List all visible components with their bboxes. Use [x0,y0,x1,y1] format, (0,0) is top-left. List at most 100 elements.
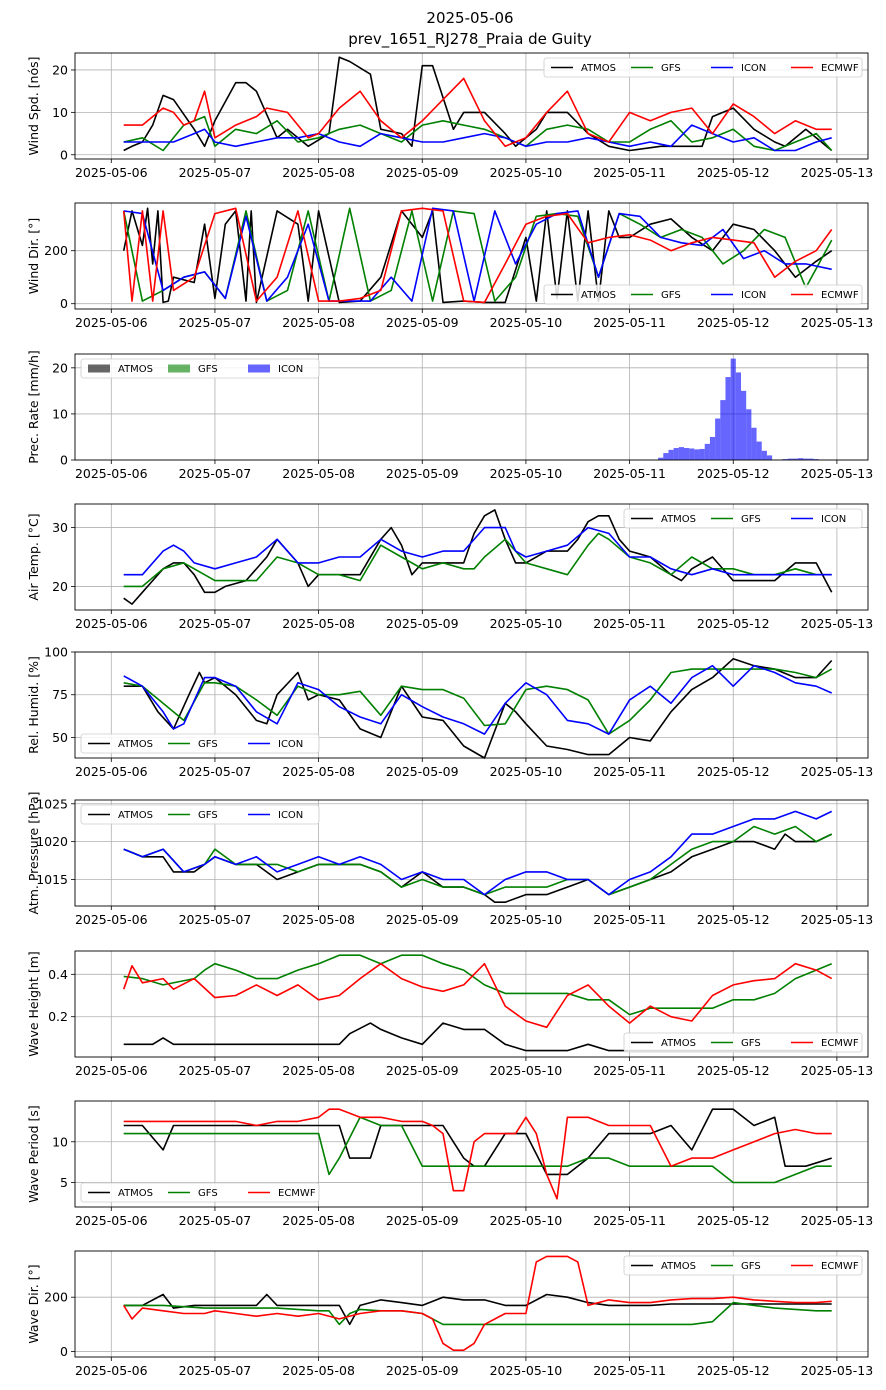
x-tick-label: 2025-05-10 [490,764,563,779]
series-line-gfs [123,532,832,588]
y-tick-label: 10 [52,1134,68,1149]
x-tick-label: 2025-05-07 [179,1363,252,1378]
x-tick-label: 2025-05-09 [386,616,459,631]
precip-bar-icon [715,418,721,460]
x-tick-label: 2025-05-10 [490,466,563,481]
y-tick-label: 100 [44,645,68,660]
precip-bar-icon [787,458,793,460]
x-tick-label: 2025-05-12 [697,466,770,481]
y-tick-label: 1025 [36,796,68,811]
legend: ATMOS GFS ICON ECMWF [543,57,863,78]
precip-bar-icon [668,449,674,460]
x-tick-label: 2025-05-12 [697,315,770,330]
precip-bar-icon [792,458,799,460]
axes-frame [74,1250,869,1358]
subplot-7: 2025-05-06 2025-05-07 2025-05-08 2025-05-09… [26,950,874,1078]
y-tick-label: 10 [52,105,68,120]
x-tick-label: 2025-05-08 [282,616,355,631]
x-tick-label: 2025-05-07 [179,165,252,180]
legend-label-atmos: ATMOS [661,1038,696,1049]
x-tick-label: 2025-05-12 [697,1363,770,1378]
series-line-atmos [122,207,833,304]
y-tick-label: 1020 [36,834,68,849]
series-line-gfs [122,207,833,302]
legend: ATMOS GFS ICON [80,358,320,379]
legend-label-gfs: GFS [741,1261,761,1272]
x-tick-label: 2025-05-08 [282,764,355,779]
legend-label-gfs: GFS [741,1038,761,1049]
precip-bar-icon [808,458,814,460]
y-tick-label: 200 [44,243,68,258]
precip-bar-icon [684,448,690,460]
precip-bar-icon [720,400,726,460]
y-axis-label: Wave Dir. [°] [26,1264,41,1343]
y-axis-label: Air Temp. [°C] [26,513,41,600]
legend-label-ecmwf: ECMWF [278,1188,316,1199]
y-tick-label: 10 [52,406,68,421]
x-tick-label: 2025-05-12 [697,1063,770,1078]
y-tick-label: 5 [60,1175,68,1190]
subplot-9: 2025-05-06 2025-05-07 2025-05-08 2025-05-09… [26,1250,873,1378]
x-tick-label: 2025-05-12 [697,616,770,631]
precip-bar-icon [725,377,731,460]
y-axis-label: Wind Dir. [°] [26,218,41,294]
subplot-8: 2025-05-06 2025-05-07 2025-05-08 2025-05-09… [26,1100,873,1228]
precip-bar-icon [766,455,773,460]
legend: ATMOS GFS ICON [80,733,320,754]
legend-label-gfs: GFS [198,1188,218,1199]
x-tick-label: 2025-05-07 [179,1063,252,1078]
x-tick-label: 2025-05-09 [386,1363,459,1378]
legend-label-icon: ICON [741,63,766,74]
legend: ATMOS GFS ECMWF [623,1032,863,1053]
y-tick-label: 1015 [36,872,68,887]
x-tick-label: 2025-05-09 [386,165,459,180]
x-tick-label: 2025-05-08 [282,165,355,180]
x-tick-label: 2025-05-06 [75,466,148,481]
series-line-icon [123,664,833,735]
legend: ATMOS GFS ECMWF [623,1255,863,1276]
series-line-ecmwf [123,1255,832,1351]
x-tick-label: 2025-05-12 [697,912,770,927]
legend: ATMOS GFS ICON [80,804,320,825]
legend-label-icon: ICON [821,514,846,525]
legend-label-atmos: ATMOS [118,739,153,750]
series-line-atmos [123,657,833,759]
legend-label-atmos: ATMOS [118,810,153,821]
y-tick-label: 0 [60,453,68,468]
y-tick-label: 30 [52,520,68,535]
x-tick-label: 2025-05-11 [593,912,666,927]
x-tick-label: 2025-05-11 [593,1213,666,1228]
legend: ATMOS GFS ICON [623,508,863,529]
axes-frame [74,799,869,907]
x-tick-label: 2025-05-10 [490,165,563,180]
x-tick-label: 2025-05-12 [697,1213,770,1228]
series-line-icon [123,810,833,896]
precip-bar-icon [751,427,757,460]
x-tick-label: 2025-05-09 [386,1063,459,1078]
x-tick-label: 2025-05-13 [801,165,874,180]
series-line-ecmwf [123,1108,832,1200]
x-tick-label: 2025-05-13 [801,616,874,631]
x-tick-label: 2025-05-11 [593,616,666,631]
x-tick-label: 2025-05-13 [801,912,874,927]
axes-frame [74,1100,869,1208]
x-tick-label: 2025-05-13 [801,1063,874,1078]
x-tick-label: 2025-05-08 [282,466,355,481]
y-tick-label: 20 [52,579,68,594]
y-tick-label: 0 [60,296,68,311]
x-tick-label: 2025-05-11 [593,764,666,779]
legend-swatch-icon [248,364,270,373]
precip-bar-icon [699,448,705,460]
axes-frame [74,950,869,1058]
series-line-gfs [123,825,833,896]
precip-bar-icon [704,443,710,460]
precip-bar-icon [663,453,669,460]
y-tick-label: 20 [52,62,68,77]
legend-label-icon: ICON [278,364,303,375]
y-tick-label: 0 [60,147,68,162]
x-tick-label: 2025-05-08 [282,912,355,927]
precip-bar-icon [658,457,664,460]
precip-bar-icon [803,458,809,460]
y-axis-label: Wind Spd. [nós] [26,57,41,156]
